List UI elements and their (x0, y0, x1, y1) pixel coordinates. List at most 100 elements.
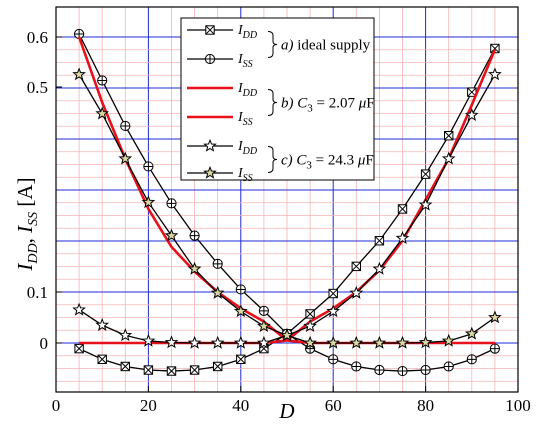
data-point (441, 333, 456, 347)
series-c-ss (72, 67, 502, 349)
data-point (418, 335, 433, 349)
data-point (443, 361, 454, 372)
legend-group-letter: a) (281, 38, 297, 54)
marker-plus (213, 259, 223, 269)
marker-cross (490, 43, 500, 54)
y-label-unit: [A] (13, 177, 37, 211)
legend-entry-label: ISS (237, 166, 253, 184)
data-point (280, 328, 294, 342)
y-tick-label: 0.6 (27, 28, 48, 47)
data-point (372, 261, 387, 275)
data-point (328, 354, 339, 365)
data-point (95, 106, 110, 120)
data-point (395, 231, 410, 244)
marker-cross (120, 361, 130, 372)
legend-entry-main: I (237, 139, 244, 154)
legend-entry-main: I (237, 52, 244, 67)
data-point (374, 236, 385, 246)
axis-ticks (55, 36, 519, 392)
data-point (120, 120, 131, 132)
legend-brace (267, 31, 278, 58)
data-point (444, 130, 454, 141)
marker-cross (74, 344, 84, 354)
legend-group-subscript: 3 (306, 160, 312, 172)
series-layer (72, 28, 502, 377)
x-axis-label: D (278, 399, 294, 423)
marker-cross (421, 169, 431, 179)
data-point (143, 365, 154, 375)
marker-cross (236, 354, 246, 364)
y-label-i-ss: I (13, 225, 37, 234)
marker-cross (328, 288, 338, 299)
data-point (118, 328, 133, 342)
svg-text:IDD, ISS [A]: IDD, ISS [A] (13, 177, 41, 271)
data-point (164, 228, 179, 242)
data-point (210, 285, 225, 299)
legend-entry-label: IDD (237, 139, 258, 157)
data-point (95, 317, 110, 331)
data-point (351, 261, 362, 272)
legend-brace (267, 89, 278, 116)
legend-group-letter: c) (281, 153, 296, 169)
data-point (441, 151, 456, 165)
data-point (488, 67, 502, 81)
marker-plus (120, 121, 130, 131)
marker-plus (351, 361, 361, 372)
legend-group-subscript: 3 (307, 103, 313, 115)
data-point (74, 343, 84, 354)
data-point (351, 361, 362, 372)
y-label-comma: , (13, 233, 37, 244)
marker-cross (397, 204, 408, 214)
data-point (257, 318, 271, 332)
legend-group-value: = 24.3 (312, 153, 358, 169)
data-point (164, 335, 179, 349)
x-tick-label: 80 (417, 396, 434, 415)
x-tick-label: 20 (140, 396, 157, 415)
marker-cross (97, 354, 107, 364)
marker-plus (236, 284, 246, 295)
marker-plus (374, 365, 384, 375)
legend-swatch-marker (205, 25, 215, 35)
legend-box (180, 17, 375, 181)
legend-brace (267, 146, 278, 173)
data-point (189, 230, 200, 241)
marker-plus (166, 198, 177, 208)
marker-plus (328, 354, 338, 364)
data-point (233, 335, 248, 349)
data-point (210, 335, 225, 349)
data-point (418, 197, 433, 211)
legend-entry-sub: DD (242, 30, 258, 41)
marker-plus (205, 54, 215, 64)
x-tick-labels: 0 20 40 60 80 100 (52, 396, 531, 415)
marker-plus (97, 75, 107, 86)
data-point (72, 67, 86, 81)
data-point (420, 364, 431, 376)
data-point (397, 365, 408, 377)
data-point (374, 364, 385, 376)
data-point (303, 335, 317, 349)
marker-cross (351, 261, 361, 271)
y-tick-label: 0.1 (27, 283, 48, 302)
legend-group-value: = 2.07 (313, 96, 359, 112)
marker-cross (143, 365, 153, 375)
legend-entry-label: ISS (237, 110, 253, 128)
legend-entry-sub: SS (243, 117, 253, 128)
data-point (235, 284, 246, 295)
legend-swatch-marker (203, 165, 217, 179)
legend-group-capacitor: C (297, 96, 308, 112)
marker-cross (374, 236, 384, 246)
legend-group-label: b) C3 = 2.07 μF (281, 96, 375, 115)
plot-frame (55, 6, 519, 393)
marker-cross (444, 131, 454, 141)
data-point (464, 108, 479, 121)
data-point (305, 309, 315, 319)
y-tick-label: 0 (40, 334, 49, 353)
data-point (466, 354, 477, 365)
legend-entry-sub: DD (242, 88, 258, 99)
marker-plus (421, 365, 431, 375)
y-tick-label: 0.5 (27, 78, 48, 97)
y-label-dd-sub: DD (26, 243, 41, 264)
legend-group-label: c) C3 = 24.3 μF (281, 153, 374, 172)
y-label-ss-sub: SS (26, 212, 41, 226)
